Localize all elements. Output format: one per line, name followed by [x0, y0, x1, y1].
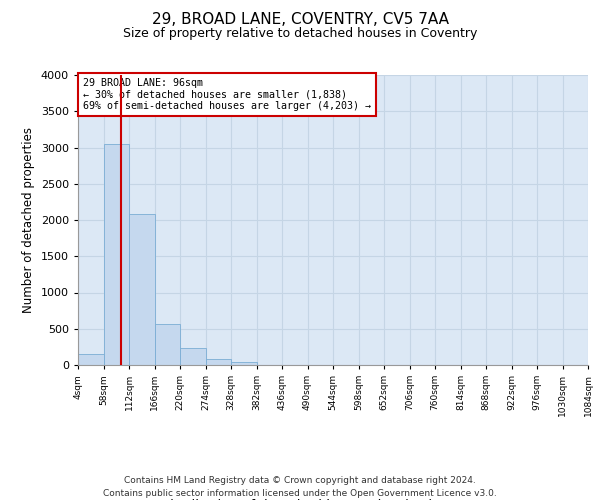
Bar: [129, 214, 155, 365]
Bar: [180, 348, 205, 365]
Text: 29, BROAD LANE, COVENTRY, CV5 7AA: 29, BROAD LANE, COVENTRY, CV5 7AA: [151, 12, 449, 28]
Bar: [206, 359, 231, 365]
Text: 29 BROAD LANE: 96sqm
← 30% of detached houses are smaller (1,838)
69% of semi-de: 29 BROAD LANE: 96sqm ← 30% of detached h…: [83, 78, 371, 111]
Bar: [78, 354, 104, 365]
Y-axis label: Number of detached properties: Number of detached properties: [22, 127, 35, 313]
Bar: [104, 144, 129, 365]
Text: Contains HM Land Registry data © Crown copyright and database right 2024.
Contai: Contains HM Land Registry data © Crown c…: [103, 476, 497, 498]
Text: Size of property relative to detached houses in Coventry: Size of property relative to detached ho…: [123, 28, 477, 40]
Bar: [155, 324, 180, 365]
Bar: [231, 362, 257, 365]
